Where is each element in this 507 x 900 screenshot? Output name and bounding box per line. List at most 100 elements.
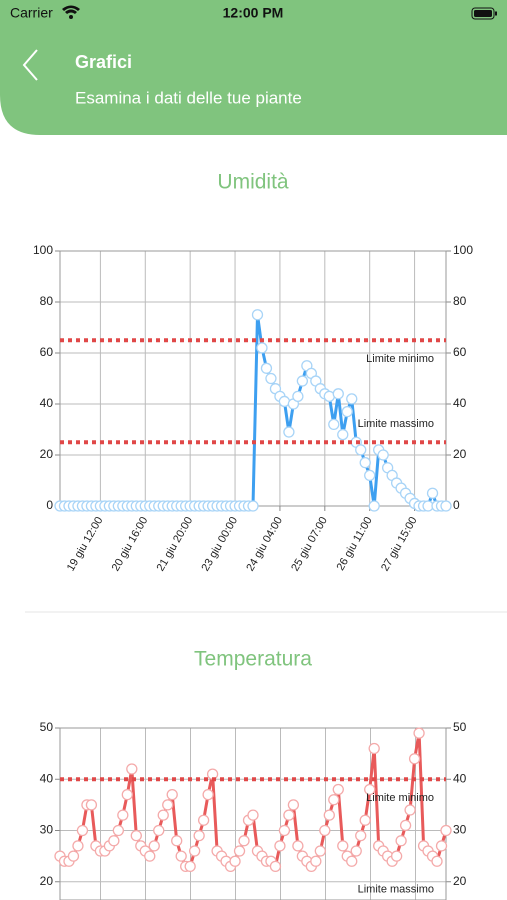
data-point (157, 809, 169, 821)
data-point (314, 845, 326, 857)
limit-label: Limite massimo (358, 883, 434, 895)
data-point (355, 829, 367, 842)
y-tick-label-right: 40 (453, 396, 467, 410)
data-point (328, 418, 340, 431)
data-point (364, 469, 376, 482)
y-tick-label-right: 60 (453, 345, 467, 359)
chart-title: Umidità (217, 171, 289, 194)
y-tick-label-right: 80 (453, 294, 467, 308)
data-point (189, 845, 201, 857)
battery-icon (471, 7, 497, 20)
data-point (269, 860, 282, 873)
data-point (332, 388, 344, 400)
data-point (328, 794, 340, 806)
data-point (144, 850, 156, 862)
data-point (112, 824, 124, 837)
data-point (283, 426, 295, 438)
data-point (350, 845, 362, 857)
limit-label: Limite minimo (366, 792, 434, 804)
data-point (72, 840, 84, 852)
data-point (162, 799, 174, 811)
data-point (399, 819, 412, 832)
data-point (287, 799, 300, 811)
data-point (229, 855, 241, 867)
data-point (278, 824, 291, 837)
y-tick-label: 100 (33, 243, 53, 257)
page-subtitle: Esamina i dati delle tue piante (75, 88, 302, 107)
y-tick-label-right: 20 (453, 447, 467, 461)
y-tick-label: 60 (40, 345, 54, 359)
wifi-icon (62, 5, 80, 19)
data-point (440, 824, 452, 837)
data-point (292, 390, 304, 403)
data-point (426, 487, 439, 499)
data-point (364, 783, 376, 796)
data-point (171, 835, 183, 847)
page-title: Grafici (75, 52, 132, 72)
data-point (323, 809, 335, 821)
data-point (377, 449, 389, 461)
data-point (292, 840, 304, 852)
x-tick-label: 24 giu 04:00 (244, 515, 285, 573)
data-point (121, 788, 133, 801)
data-point (265, 372, 277, 385)
back-button[interactable] (22, 49, 38, 81)
data-point (359, 456, 371, 469)
data-point (319, 824, 331, 837)
y-tick-label: 20 (40, 874, 54, 888)
data-point (395, 835, 407, 847)
x-tick-label: 26 giu 11:00 (335, 515, 375, 573)
data-point (390, 850, 403, 862)
data-point (197, 814, 210, 826)
clock: 12:00 PM (223, 5, 284, 21)
data-point (126, 763, 138, 775)
y-tick-label: 40 (40, 771, 54, 785)
data-point (76, 824, 89, 837)
y-tick-label-right: 40 (453, 771, 467, 785)
chart-title: Temperatura (194, 648, 312, 671)
data-point (130, 829, 142, 842)
data-point (310, 855, 322, 867)
data-point (85, 799, 98, 811)
x-tick-label: 25 giu 07:00 (289, 515, 330, 573)
y-tick-label-right: 100 (453, 243, 473, 257)
data-point (283, 809, 295, 821)
limit-label: Limite minimo (366, 353, 434, 365)
data-point (117, 809, 129, 821)
data-point (413, 727, 425, 739)
data-point (346, 393, 358, 405)
carrier: Carrier (10, 5, 53, 21)
data-point (332, 783, 344, 796)
data-point (175, 850, 187, 862)
y-tick-label: 50 (40, 720, 54, 734)
data-point (184, 860, 196, 873)
data-point (202, 788, 214, 801)
data-point (108, 835, 120, 847)
y-tick-label: 30 (40, 823, 54, 837)
plot-border (59, 727, 447, 900)
y-tick-label-right: 20 (453, 874, 467, 888)
data-point (337, 840, 349, 852)
y-tick-label: 40 (40, 396, 54, 410)
y-tick-label-right: 0 (453, 498, 460, 512)
data-point (238, 835, 250, 847)
data-point (256, 342, 268, 354)
data-point (359, 814, 371, 826)
x-tick-label: 20 giu 16:00 (110, 515, 151, 573)
data-point (260, 362, 273, 374)
data-point (408, 753, 421, 765)
data-point (153, 824, 165, 837)
data-point (404, 804, 416, 816)
y-tick-label-right: 30 (453, 823, 467, 837)
x-tick-label: 27 giu 15:00 (379, 515, 420, 573)
y-tick-label: 80 (40, 294, 54, 308)
limit-label: Limite massimo (358, 418, 434, 430)
data-point (233, 845, 246, 857)
data-point (247, 500, 259, 512)
data-point (274, 840, 286, 852)
data-point (355, 444, 367, 456)
header-bg (0, 0, 507, 135)
data-point (67, 850, 80, 862)
